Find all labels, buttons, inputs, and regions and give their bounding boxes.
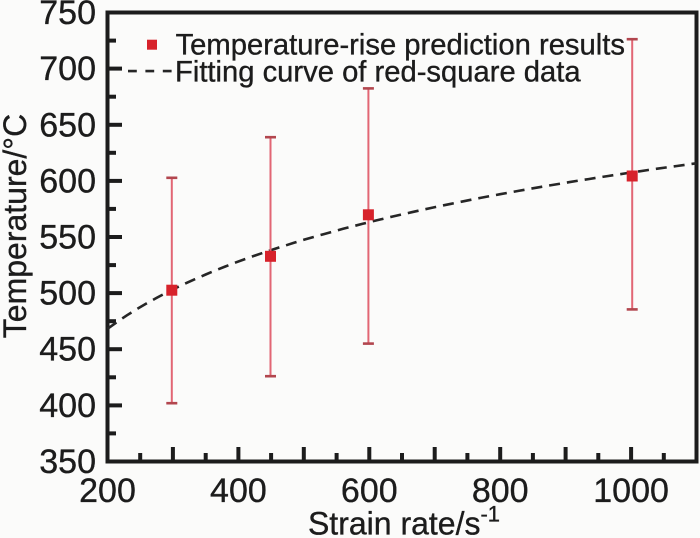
svg-text:600: 600 <box>341 472 398 510</box>
svg-text:800: 800 <box>472 472 529 510</box>
svg-text:200: 200 <box>79 472 136 510</box>
svg-text:Temperature-rise prediction re: Temperature-rise prediction results <box>176 29 625 61</box>
svg-text:Fitting curve of red-square da: Fitting curve of red-square data <box>175 57 581 89</box>
svg-text:Strain rate/s-1: Strain rate/s-1 <box>308 502 500 538</box>
svg-text:500: 500 <box>39 275 96 313</box>
svg-text:Temperature/°C: Temperature/°C <box>0 114 33 338</box>
svg-text:400: 400 <box>210 472 267 510</box>
svg-text:450: 450 <box>39 331 96 369</box>
svg-text:700: 700 <box>39 50 96 88</box>
svg-text:750: 750 <box>39 0 96 32</box>
svg-text:550: 550 <box>39 219 96 257</box>
svg-text:600: 600 <box>39 162 96 200</box>
svg-text:350: 350 <box>39 443 96 481</box>
svg-text:1000: 1000 <box>593 472 669 510</box>
svg-text:650: 650 <box>39 106 96 144</box>
svg-text:400: 400 <box>39 387 96 425</box>
